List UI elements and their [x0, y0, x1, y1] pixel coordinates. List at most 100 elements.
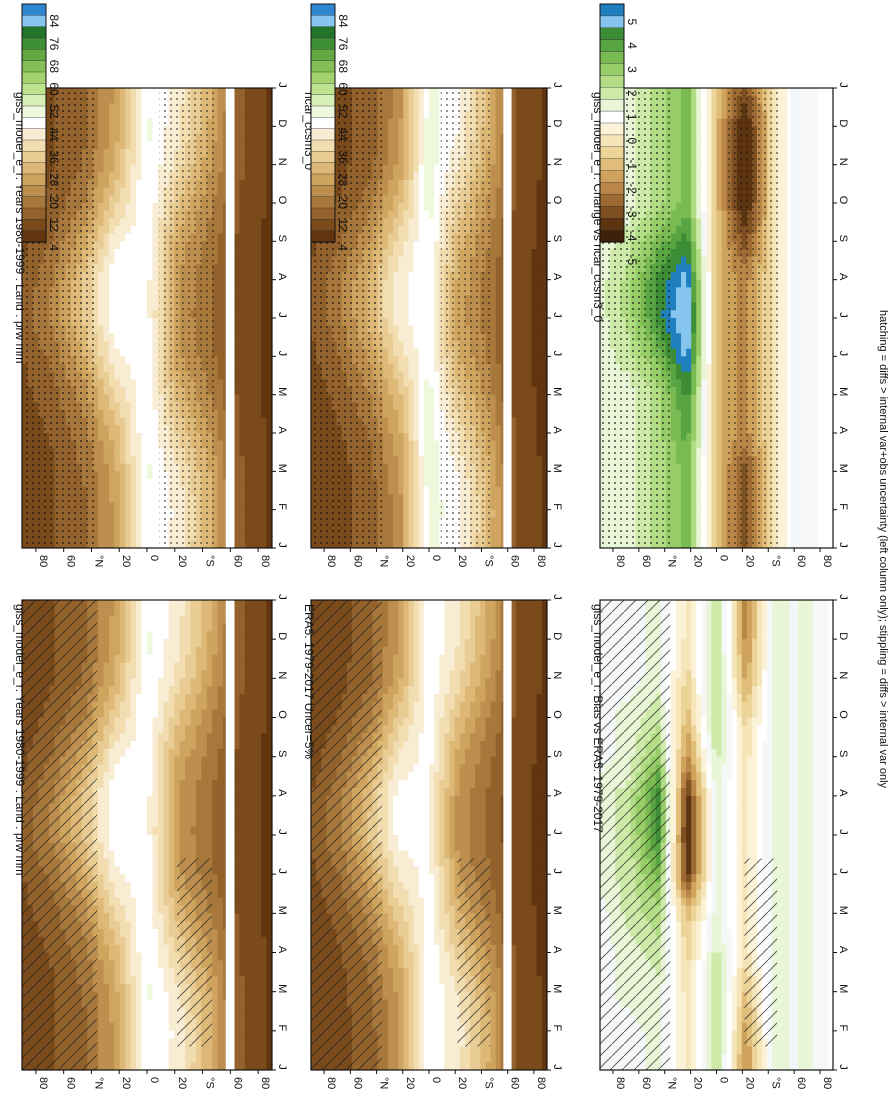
heatmap-cell: [490, 172, 497, 181]
heatmap-cell: [266, 348, 272, 357]
heatmap-cell: [490, 141, 497, 150]
heatmap-cell: [398, 517, 404, 526]
heatmap-cell: [98, 295, 105, 304]
heatmap-cell: [393, 164, 399, 173]
heatmap-cell: [119, 95, 126, 104]
heatmap-cell: [212, 141, 219, 150]
heatmap-cell: [266, 295, 272, 304]
heatmap-cell: [119, 302, 126, 311]
heatmap-cell: [103, 494, 110, 503]
heatmap-cell: [250, 517, 257, 526]
heatmap-cell: [125, 325, 132, 334]
heatmap-cell: [393, 88, 399, 97]
heatmap-cell: [495, 195, 502, 204]
heatmap-cell: [239, 134, 246, 143]
heatmap-cell: [239, 540, 246, 548]
heatmap-cell: [429, 517, 435, 526]
heatmap-cell: [108, 172, 115, 181]
heatmap-cell: [408, 210, 415, 219]
heatmap-cell: [429, 164, 435, 173]
heatmap-cell: [423, 463, 430, 472]
heatmap-cell: [250, 318, 257, 327]
heatmap-cell: [103, 509, 110, 518]
heatmap-cell: [125, 218, 132, 227]
heatmap-cell: [261, 157, 268, 166]
heatmap-cell: [261, 348, 268, 357]
heatmap-cell: [212, 172, 219, 181]
heatmap-cell: [382, 402, 389, 411]
heatmap-cell: [403, 203, 410, 212]
heatmap-cell: [434, 341, 440, 350]
heatmap-cell: [119, 180, 126, 189]
heatmap-cell: [114, 256, 121, 265]
heatmap-cell: [423, 479, 430, 488]
heatmap-cell: [239, 187, 246, 196]
heatmap-cell: [108, 272, 115, 281]
heatmap-cell: [244, 149, 251, 158]
heatmap-cell: [408, 256, 415, 265]
heatmap-cell: [261, 88, 268, 97]
heatmap-cell: [136, 164, 143, 173]
heatmap-cell: [403, 195, 410, 204]
heatmap-cell: [212, 187, 219, 196]
heatmap-cell: [382, 394, 389, 403]
heatmap-cell: [403, 448, 410, 457]
heatmap-cell: [266, 203, 272, 212]
heatmap-cell: [125, 486, 132, 495]
heatmap-cell: [255, 479, 262, 488]
heatmap-cell: [382, 356, 389, 365]
heatmap-cell: [382, 134, 389, 143]
heatmap-cell: [418, 509, 425, 518]
heatmap-cell: [98, 494, 105, 503]
heatmap-cell: [141, 364, 148, 373]
heatmap-cell: [393, 456, 399, 465]
heatmap-cell: [423, 226, 430, 235]
heatmap-cell: [490, 456, 497, 465]
heatmap-cell: [398, 348, 404, 357]
heatmap-cell: [261, 325, 268, 334]
heatmap-cell: [418, 180, 425, 189]
heatmap-cell: [98, 410, 105, 419]
heatmap-cell: [382, 318, 389, 327]
heatmap-cell: [429, 402, 435, 411]
heatmap-cell: [125, 364, 132, 373]
heatmap-cell: [423, 187, 430, 196]
heatmap-cell: [233, 249, 240, 258]
heatmap-cell: [108, 295, 115, 304]
heatmap-cell: [141, 111, 148, 120]
heatmap-cell: [490, 532, 497, 541]
heatmap-cell: [403, 486, 410, 495]
heatmap-cell: [250, 509, 257, 518]
heatmap-cell: [217, 517, 224, 526]
heatmap-cell: [239, 88, 246, 97]
heatmap-cell: [413, 402, 420, 411]
heatmap-cell: [495, 233, 502, 242]
heatmap-cell: [490, 494, 497, 503]
heatmap-cell: [429, 272, 435, 281]
heatmap-cell: [217, 187, 224, 196]
heatmap-cell: [130, 433, 137, 442]
heatmap-cell: [434, 118, 440, 127]
heatmap-cell: [108, 195, 115, 204]
heatmap-cell: [108, 440, 115, 449]
heatmap-cell: [387, 371, 394, 380]
heatmap-cell: [261, 272, 268, 281]
heatmap-cell: [495, 241, 502, 250]
heatmap-cell: [250, 195, 257, 204]
heatmap-cell: [398, 172, 404, 181]
heatmap-cell: [413, 463, 420, 472]
heatmap-cell: [119, 195, 126, 204]
heatmap-cell: [403, 218, 410, 227]
heatmap-cell: [408, 295, 415, 304]
heatmap-cell: [152, 233, 159, 242]
heatmap-cell: [147, 417, 154, 426]
heatmap-cell: [147, 471, 154, 480]
heatmap-cell: [261, 172, 268, 181]
heatmap-cell: [212, 233, 219, 242]
heatmap-cell: [217, 218, 224, 227]
heatmap-cell: [393, 295, 399, 304]
heatmap-cell: [136, 264, 143, 273]
heatmap-cell: [387, 494, 394, 503]
heatmap-cell: [130, 287, 137, 296]
heatmap-cell: [244, 387, 251, 396]
